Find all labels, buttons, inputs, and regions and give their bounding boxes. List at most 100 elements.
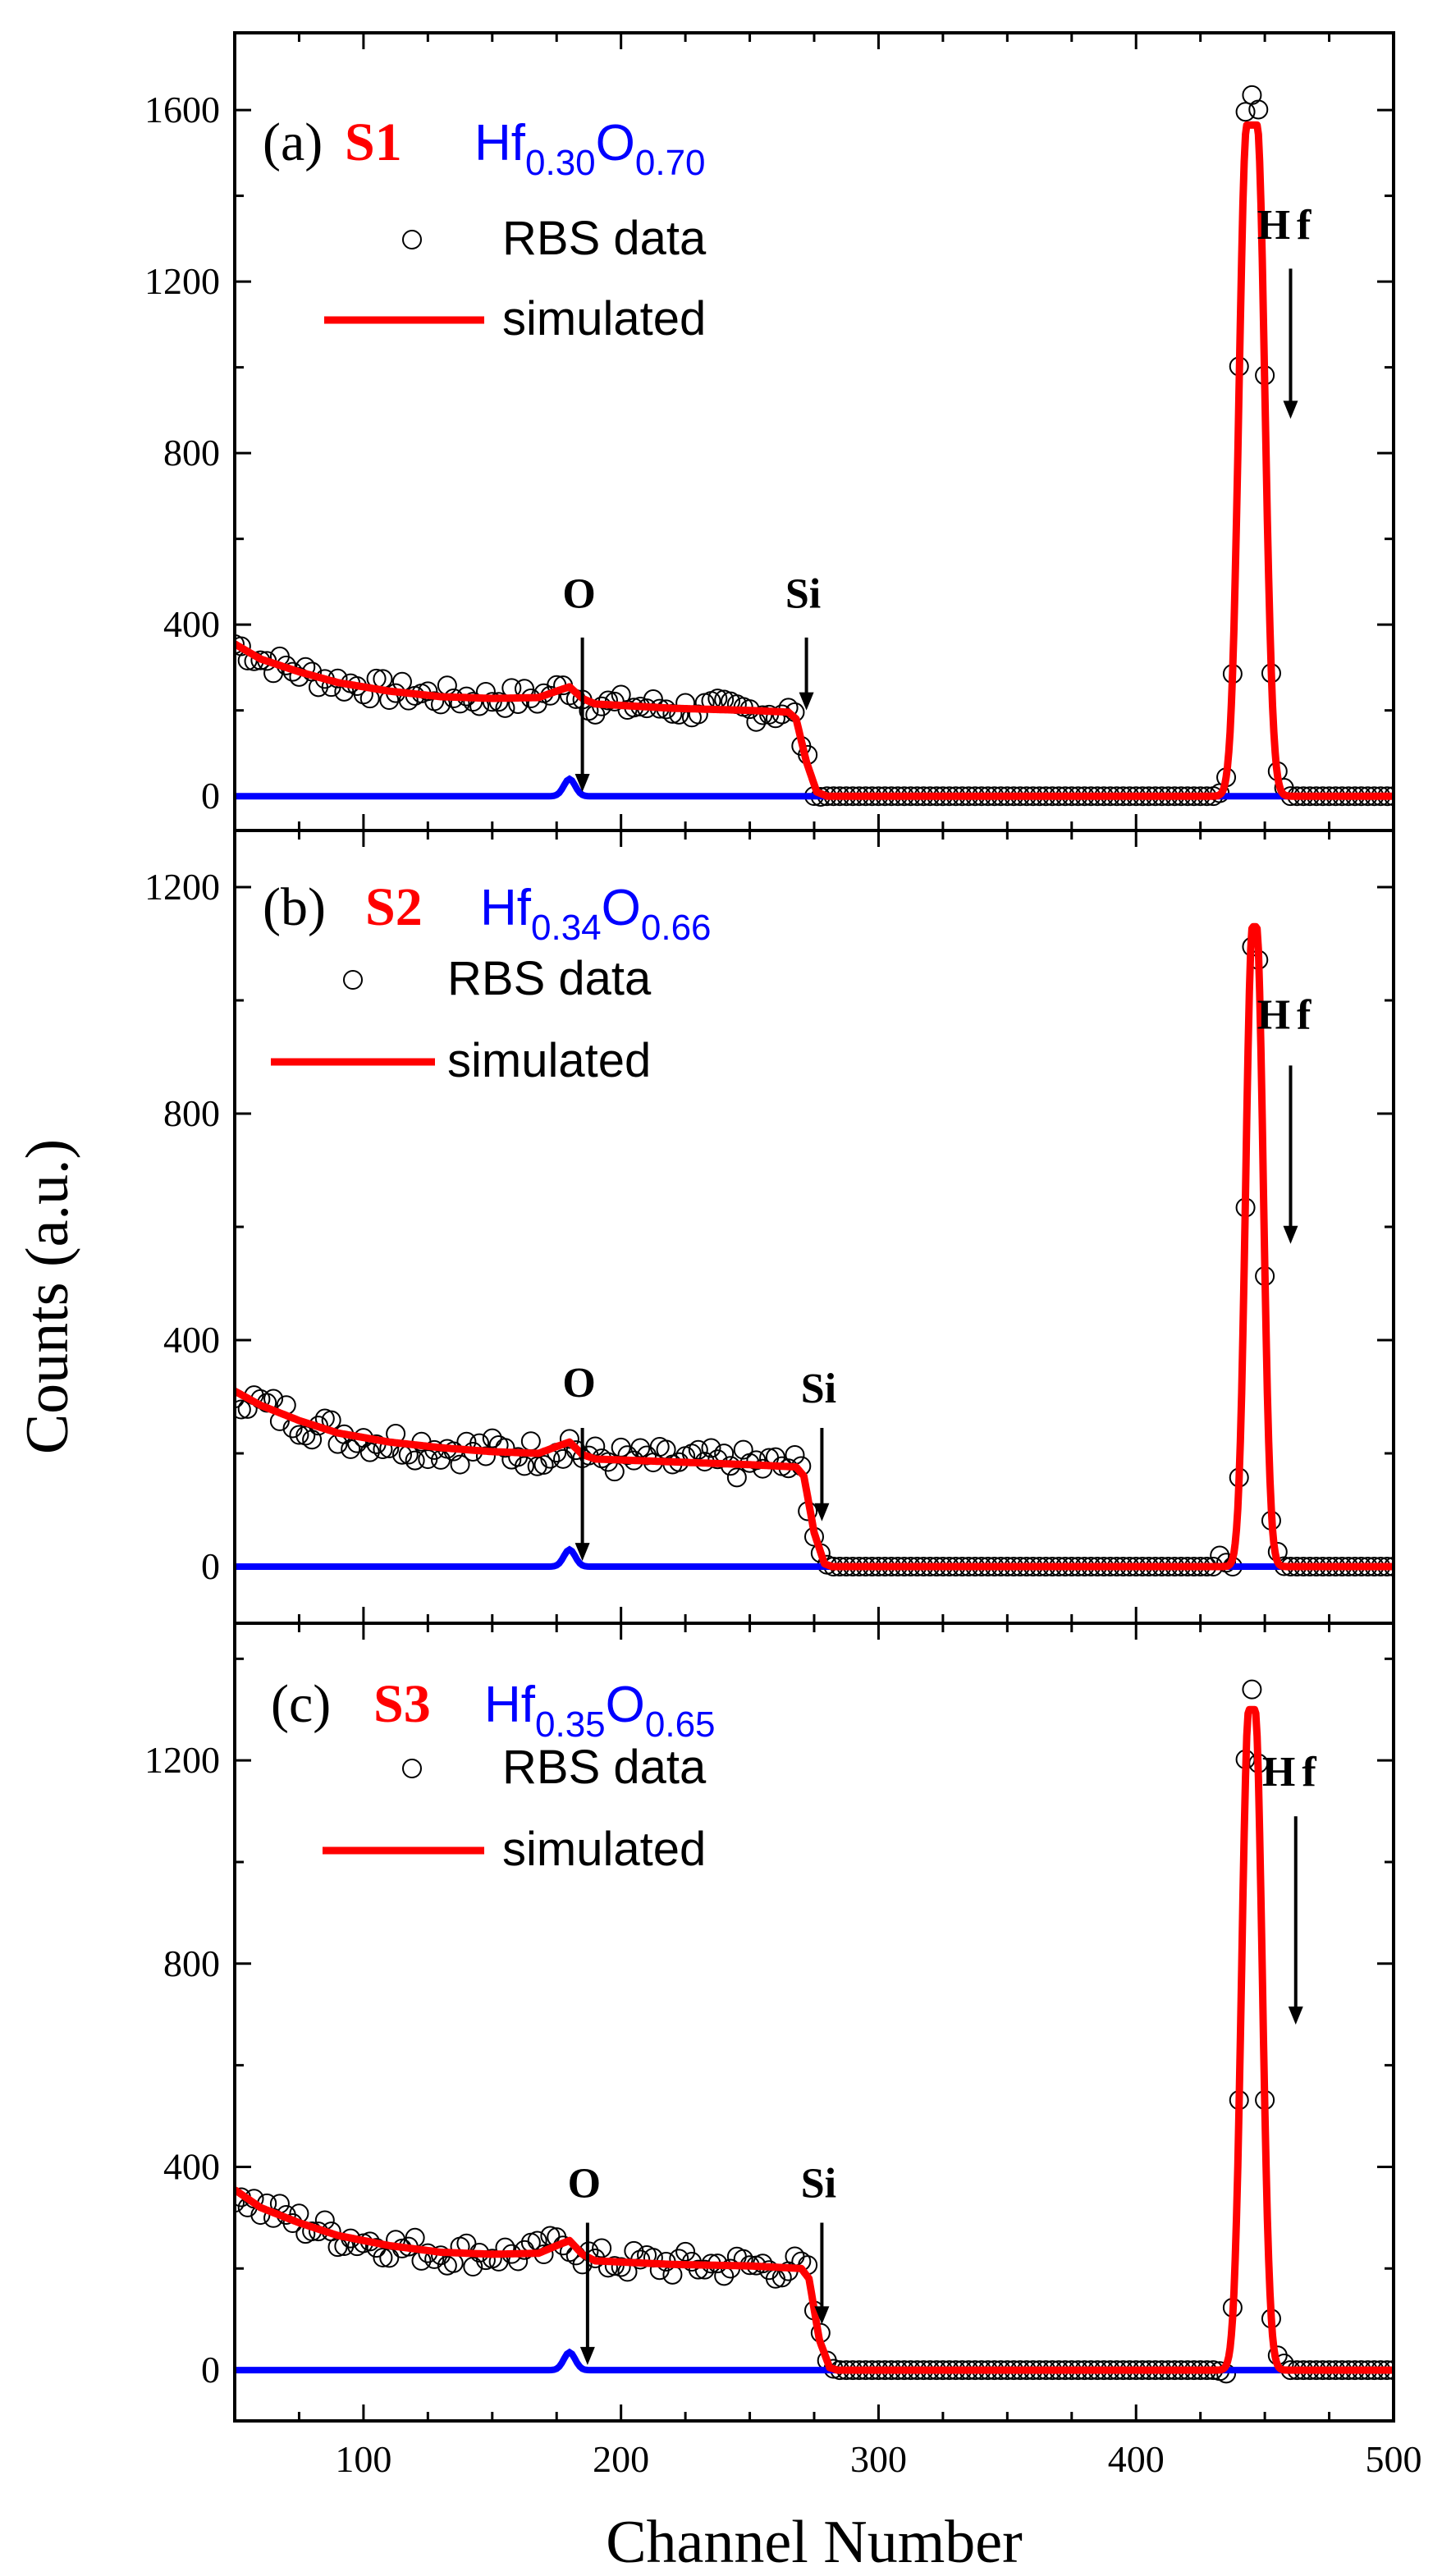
data-point <box>1242 85 1262 105</box>
plot-area <box>236 85 1392 807</box>
data-point <box>411 2250 432 2271</box>
sample-label: S1 <box>345 112 402 172</box>
element-label-hf: Hf <box>1257 202 1318 249</box>
element-label-hf: Hf <box>1262 1749 1323 1796</box>
data-point <box>475 1446 496 1466</box>
y-tick-label: 800 <box>163 1942 220 1984</box>
legend-data-label: RBS data <box>447 952 652 1005</box>
element-label-si: Si <box>785 570 821 617</box>
arrow-head-icon <box>575 773 590 792</box>
plot-area <box>236 1679 1392 2384</box>
y-tick-label: 800 <box>163 432 220 474</box>
data-point <box>527 1456 547 1476</box>
composition-label: Hf0.34O0.66 <box>480 880 712 948</box>
data-point <box>785 2246 805 2267</box>
simulated-line <box>236 121 1392 800</box>
arrow-head-icon <box>814 2306 830 2325</box>
y-tick-label: 0 <box>201 2349 220 2391</box>
data-point <box>688 2259 708 2280</box>
y-tick-label: 1200 <box>144 1739 220 1781</box>
arrow-head-icon <box>799 692 814 711</box>
data-point <box>236 2193 245 2212</box>
data-point <box>515 1456 534 1476</box>
legend-sim-label: simulated <box>502 292 706 345</box>
data-point <box>520 1431 541 1452</box>
data-point <box>450 1454 470 1475</box>
element-label-o: O <box>568 2161 601 2208</box>
legend-sim-label: simulated <box>502 1823 706 1876</box>
data-point <box>617 1445 638 1466</box>
data-point <box>726 1467 747 1488</box>
data-point <box>688 1439 708 1460</box>
arrow-head-icon <box>575 1543 590 1562</box>
element-label-si: Si <box>801 2161 836 2208</box>
panel-1: 0 400 800 1200 1600 O Si Hf (a) S1 Hf0.30O0.70 RBS … <box>144 31 1395 832</box>
data-point <box>1242 1679 1262 1700</box>
arrow-head-icon <box>1283 1225 1298 1244</box>
x-tick-label: 300 <box>850 2438 907 2480</box>
data-point <box>443 2253 464 2273</box>
y-tick-label: 400 <box>163 1319 220 1361</box>
data-point <box>1248 99 1269 120</box>
panel-label: (a) <box>263 112 323 172</box>
data-point <box>559 1429 579 1449</box>
data-point <box>463 2257 483 2277</box>
data-point <box>1235 102 1256 122</box>
sample-label: S2 <box>365 877 423 937</box>
data-point <box>431 1449 451 1470</box>
arrow-head-icon <box>1288 2006 1303 2025</box>
data-point <box>482 1428 502 1448</box>
composition-label: Hf0.35O0.65 <box>484 1677 716 1745</box>
data-point <box>463 692 483 712</box>
y-tick-label: 0 <box>201 1545 220 1587</box>
x-tick-label: 200 <box>593 2438 649 2480</box>
y-tick-label: 1200 <box>144 866 220 908</box>
data-point <box>289 1425 309 1445</box>
y-tick-label: 800 <box>163 1092 220 1134</box>
y-tick-label: 0 <box>201 775 220 817</box>
simulated-line <box>236 922 1392 1571</box>
composition-label: Hf0.30O0.70 <box>474 115 706 183</box>
y-tick-label: 1600 <box>144 89 220 130</box>
x-tick-label: 500 <box>1366 2438 1422 2480</box>
data-point <box>495 1438 515 1458</box>
element-label-o: O <box>562 570 595 617</box>
data-point <box>295 1425 316 1446</box>
data-point <box>373 2247 393 2267</box>
data-point <box>733 1439 753 1460</box>
x-tick-label: 100 <box>335 2438 391 2480</box>
y-tick-label: 400 <box>163 2145 220 2187</box>
data-point <box>405 1450 425 1471</box>
element-label-si: Si <box>801 1366 836 1412</box>
data-point <box>302 1430 323 1450</box>
data-point <box>341 1439 361 1459</box>
legend-data-marker <box>402 230 422 249</box>
y-tick-label: 400 <box>163 603 220 645</box>
y-axis-label: Counts (a.u.) <box>14 1139 81 1454</box>
data-point <box>611 2257 631 2277</box>
data-point <box>701 1438 721 1458</box>
data-point <box>359 1442 380 1462</box>
data-point <box>597 690 618 711</box>
element-label-hf: Hf <box>1257 992 1318 1039</box>
data-point <box>675 2241 696 2262</box>
data-point <box>236 1399 251 1420</box>
legend-data-marker <box>343 970 363 990</box>
data-point <box>707 1449 728 1470</box>
data-point <box>694 2259 715 2280</box>
data-point <box>592 2238 612 2258</box>
y-tick-label: 1200 <box>144 260 220 302</box>
data-point <box>533 1455 554 1476</box>
element-label-o: O <box>562 1360 595 1407</box>
x-axis-label: Channel Number <box>606 2509 1023 2576</box>
plot-frame <box>233 31 1395 832</box>
arrow-head-icon <box>579 2346 595 2365</box>
arrow-head-icon <box>814 1503 830 1521</box>
data-point <box>391 671 412 692</box>
x-tick-label: 400 <box>1108 2438 1165 2480</box>
data-point <box>236 634 245 654</box>
simulated-line <box>236 1705 1392 2374</box>
legend-sim-label: simulated <box>447 1034 651 1087</box>
